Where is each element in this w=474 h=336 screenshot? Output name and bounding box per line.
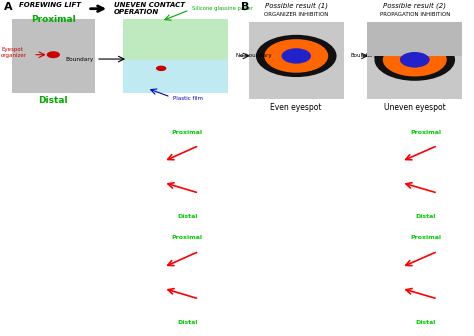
Text: Distal: Distal [177,214,197,219]
Text: Proximal: Proximal [172,130,203,135]
Text: PROPAGATION INHIBITION: PROPAGATION INHIBITION [380,12,450,17]
Circle shape [256,35,337,77]
Bar [367,23,462,56]
Text: C: C [5,129,12,138]
Text: Proximal: Proximal [410,236,441,241]
Text: Plastic film: Plastic film [173,96,203,101]
Text: D: D [121,129,129,138]
Text: Possible result (1): Possible result (1) [265,2,328,9]
Text: Boundary: Boundary [65,56,94,61]
Text: Eyespot
organizer: Eyespot organizer [1,47,27,57]
Text: Silicone glassine paper: Silicone glassine paper [192,6,253,11]
Text: Distal: Distal [177,320,197,325]
Circle shape [264,39,328,73]
Text: Even eyespot: Even eyespot [271,103,322,112]
Text: ORGANIZER INHIBITION: ORGANIZER INHIBITION [264,12,328,17]
Bar [249,23,344,99]
Text: Distal: Distal [416,320,436,325]
Circle shape [400,52,429,68]
Text: Distal: Distal [38,96,68,105]
Circle shape [374,39,455,81]
Text: I: I [239,235,243,244]
Bar [12,18,95,93]
Bar [367,23,462,56]
Bar [123,18,228,60]
Circle shape [400,52,429,68]
Text: Boundary: Boundary [351,53,377,58]
Circle shape [46,51,60,58]
Text: Proximal: Proximal [410,130,441,135]
Text: F: F [358,129,365,138]
Text: G: G [5,235,13,244]
Text: UNEVEN CONTACT
OPERATION: UNEVEN CONTACT OPERATION [114,2,185,15]
Bar [123,60,228,93]
Text: B: B [240,2,249,12]
Bar [367,23,462,99]
Text: Uneven eyespot: Uneven eyespot [384,103,446,112]
Circle shape [383,43,447,77]
Text: FOREWING LIFT: FOREWING LIFT [19,2,81,8]
Circle shape [282,48,311,64]
Text: Distal: Distal [416,214,436,219]
Text: H: H [121,235,129,244]
Text: E: E [239,129,246,138]
Text: J: J [358,235,362,244]
Text: Proximal: Proximal [31,15,76,24]
Text: No boundary: No boundary [236,53,272,58]
Text: A: A [4,2,12,12]
Circle shape [156,66,166,71]
Text: Proximal: Proximal [172,236,203,241]
Text: Possible result (2): Possible result (2) [383,2,446,9]
